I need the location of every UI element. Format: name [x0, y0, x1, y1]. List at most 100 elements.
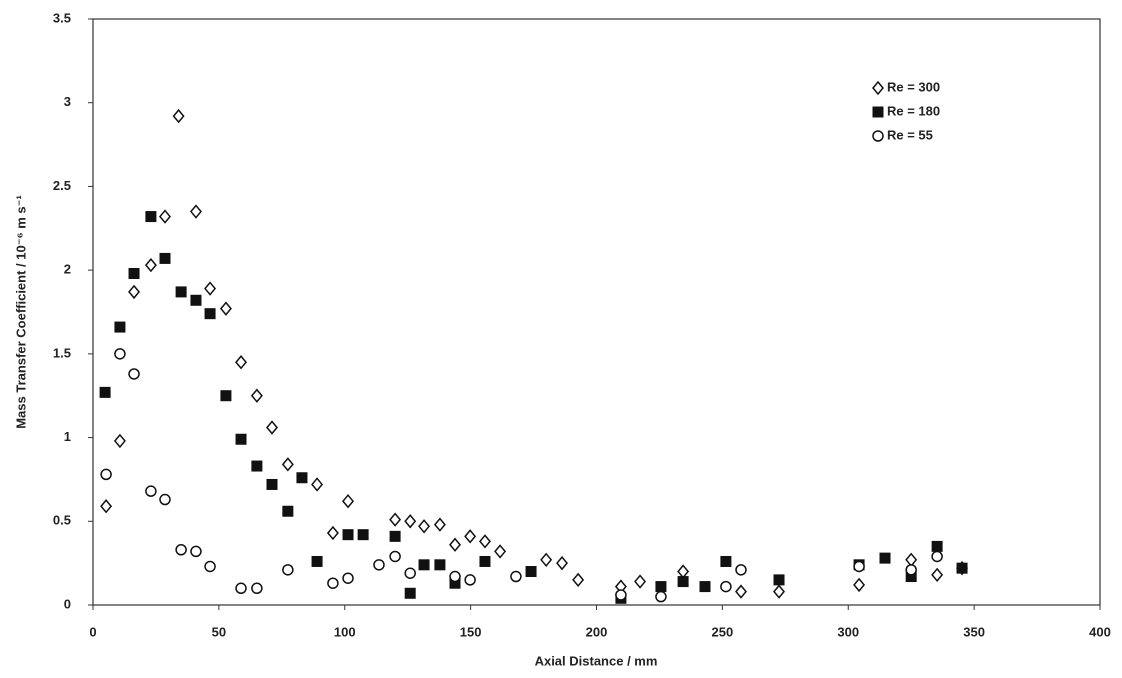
- point: [175, 286, 187, 298]
- legend-marker: [872, 80, 884, 96]
- legend-marker: [872, 106, 884, 118]
- point: [433, 517, 446, 532]
- point: [250, 388, 263, 403]
- x-tick-label: 0: [89, 624, 96, 639]
- point: [100, 468, 112, 481]
- point: [434, 559, 446, 571]
- point: [113, 433, 126, 449]
- point: [190, 545, 202, 558]
- point: [175, 543, 187, 556]
- point: [128, 284, 141, 300]
- point: [204, 281, 217, 296]
- point: [159, 493, 171, 506]
- legend-label: Re = 300: [887, 79, 940, 94]
- point: [905, 571, 917, 583]
- point: [357, 529, 369, 541]
- x-axis-title: Axial Distance / mm: [535, 653, 658, 668]
- point: [931, 550, 943, 563]
- point: [282, 564, 294, 576]
- point: [281, 457, 294, 472]
- point: [879, 552, 891, 564]
- point: [720, 555, 732, 567]
- point: [219, 301, 232, 316]
- point: [189, 204, 202, 219]
- point: [931, 567, 944, 583]
- x-tick-label: 400: [1089, 624, 1111, 639]
- point: [853, 560, 865, 573]
- point: [145, 485, 157, 497]
- point: [266, 478, 278, 490]
- x-tick-label: 100: [334, 624, 356, 639]
- y-tick-label: 3: [64, 94, 71, 109]
- point: [251, 582, 263, 595]
- point: [773, 584, 785, 599]
- point: [540, 552, 553, 567]
- point: [342, 494, 354, 509]
- point: [449, 537, 461, 552]
- x-tick-label: 200: [586, 624, 608, 639]
- point: [404, 567, 416, 579]
- point: [478, 534, 491, 549]
- y-tick-label: 0: [64, 596, 71, 611]
- point: [720, 580, 732, 593]
- point: [190, 294, 202, 306]
- x-tick-label: 300: [837, 624, 859, 639]
- x-tick-label: 150: [460, 624, 482, 639]
- point: [404, 514, 417, 529]
- point: [159, 252, 171, 264]
- point: [144, 257, 157, 273]
- point: [510, 570, 522, 583]
- point: [128, 267, 140, 279]
- y-tick-label: 2: [64, 262, 71, 277]
- point: [773, 574, 785, 586]
- y-tick-label: 3.5: [53, 10, 71, 25]
- point: [235, 355, 248, 370]
- legend-label: Re = 55: [887, 127, 933, 142]
- point: [931, 540, 943, 552]
- point: [404, 587, 416, 599]
- y-axis-title: Mass Transfer Coefficient / 10⁻⁶ m s⁻¹: [13, 195, 28, 429]
- point: [735, 584, 747, 599]
- point: [235, 582, 247, 595]
- point: [389, 512, 402, 527]
- point: [311, 555, 323, 567]
- point: [114, 348, 126, 360]
- point: [556, 555, 568, 571]
- point: [204, 308, 216, 320]
- point: [655, 581, 667, 593]
- point: [327, 577, 339, 589]
- point: [99, 386, 111, 398]
- point: [853, 577, 866, 593]
- point: [905, 564, 917, 576]
- y-tick-label: 0.5: [53, 513, 71, 528]
- legend-label: Re = 180: [887, 103, 940, 118]
- x-tick-label: 250: [712, 624, 734, 639]
- point: [418, 559, 430, 571]
- point: [373, 559, 385, 571]
- point: [159, 209, 171, 224]
- point: [572, 572, 585, 588]
- point: [296, 472, 308, 484]
- point: [389, 550, 401, 563]
- point: [735, 564, 747, 576]
- plot-frame: [92, 18, 1101, 606]
- point: [634, 574, 647, 589]
- point: [282, 505, 294, 517]
- point: [266, 420, 278, 435]
- point: [251, 460, 263, 472]
- point: [418, 519, 431, 534]
- y-tick-label: 1: [64, 429, 71, 444]
- point: [172, 108, 185, 124]
- point: [311, 477, 324, 492]
- point: [479, 555, 491, 567]
- point: [342, 529, 354, 541]
- point: [677, 564, 690, 579]
- point: [389, 530, 401, 542]
- point: [699, 581, 711, 593]
- point: [905, 552, 918, 567]
- point: [525, 566, 537, 578]
- point: [615, 589, 627, 601]
- point: [449, 570, 461, 583]
- point: [114, 321, 126, 333]
